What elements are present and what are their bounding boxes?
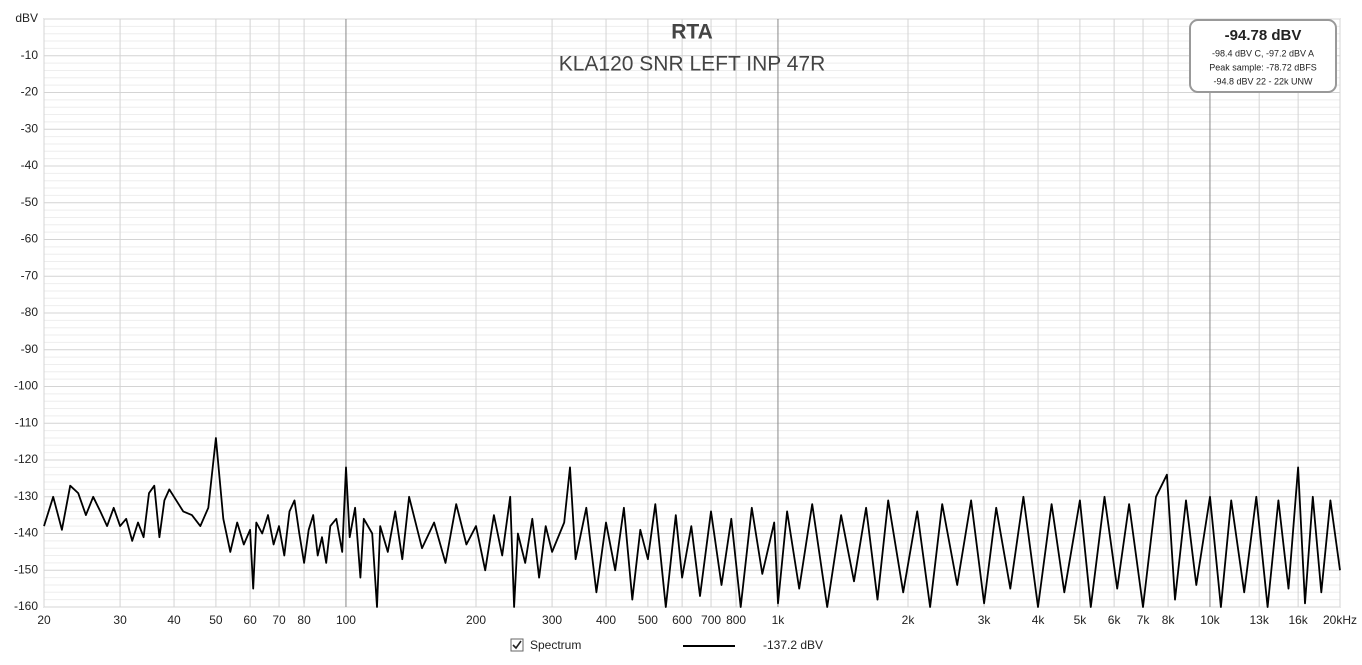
y-tick-label: -80	[21, 305, 39, 319]
x-tick-label: 5k	[1074, 613, 1088, 627]
y-tick-label: -40	[21, 158, 39, 172]
x-tick-label: 16k	[1288, 613, 1308, 627]
info-box	[1189, 19, 1337, 93]
x-tick-label: 20kHz	[1323, 613, 1357, 627]
y-tick-label: -130	[14, 489, 38, 503]
x-tick-label: 300	[542, 613, 562, 627]
y-tick-label: -90	[21, 342, 39, 356]
x-tick-label: 3k	[978, 613, 992, 627]
legend-label: Spectrum	[530, 638, 581, 652]
x-tick-label: 6k	[1108, 613, 1122, 627]
x-tick-label: 100	[336, 613, 356, 627]
legend-checkbox[interactable]	[510, 638, 524, 652]
x-tick-label: 60	[243, 613, 257, 627]
x-tick-label: 2k	[902, 613, 916, 627]
info-main: -94.78 dBV	[1225, 27, 1302, 44]
y-tick-label: -150	[14, 562, 38, 576]
spectrum-line	[43, 437, 1341, 608]
checkmark	[512, 640, 522, 650]
x-tick-label: 30	[113, 613, 127, 627]
x-tick-label: 20	[37, 613, 51, 627]
x-tick-label: 800	[726, 613, 746, 627]
y-tick-label: -70	[21, 268, 39, 282]
x-tick-label: 7k	[1137, 613, 1151, 627]
x-tick-label: 40	[167, 613, 181, 627]
y-tick-label: -100	[14, 379, 38, 393]
x-tick-label: 4k	[1032, 613, 1046, 627]
y-tick-label: -120	[14, 452, 38, 466]
x-tick-label: 400	[596, 613, 616, 627]
y-tick-label: -140	[14, 526, 38, 540]
chart-subtitle: KLA120 SNR LEFT INP 47R	[559, 53, 826, 76]
y-tick-label: -110	[15, 415, 38, 429]
info-line: Peak sample: -78.72 dBFS	[1209, 62, 1317, 72]
x-tick-label: 500	[638, 613, 658, 627]
x-tick-label: 80	[297, 613, 311, 627]
x-tick-label: 600	[672, 613, 692, 627]
x-tick-label: 700	[701, 613, 721, 627]
y-tick-label: dBV	[15, 11, 38, 25]
x-tick-label: 200	[466, 613, 486, 627]
x-tick-label: 10k	[1200, 613, 1220, 627]
x-tick-label: 50	[209, 613, 223, 627]
y-tick-label: -20	[21, 85, 39, 99]
info-line: -98.4 dBV C, -97.2 dBV A	[1212, 48, 1314, 58]
x-tick-label: 70	[272, 613, 286, 627]
x-tick-label: 1k	[772, 613, 786, 627]
info-line: -94.8 dBV 22 - 22k UNW	[1213, 76, 1313, 86]
legend-value: -137.2 dBV	[763, 638, 823, 652]
y-tick-label: -160	[14, 599, 38, 613]
y-tick-label: -30	[21, 121, 39, 135]
y-tick-label: -60	[21, 232, 39, 246]
x-tick-label: 8k	[1162, 613, 1176, 627]
chart-title: RTA	[671, 21, 713, 44]
y-tick-label: -50	[21, 195, 39, 209]
x-tick-label: 13k	[1249, 613, 1269, 627]
y-tick-label: -10	[21, 48, 39, 62]
